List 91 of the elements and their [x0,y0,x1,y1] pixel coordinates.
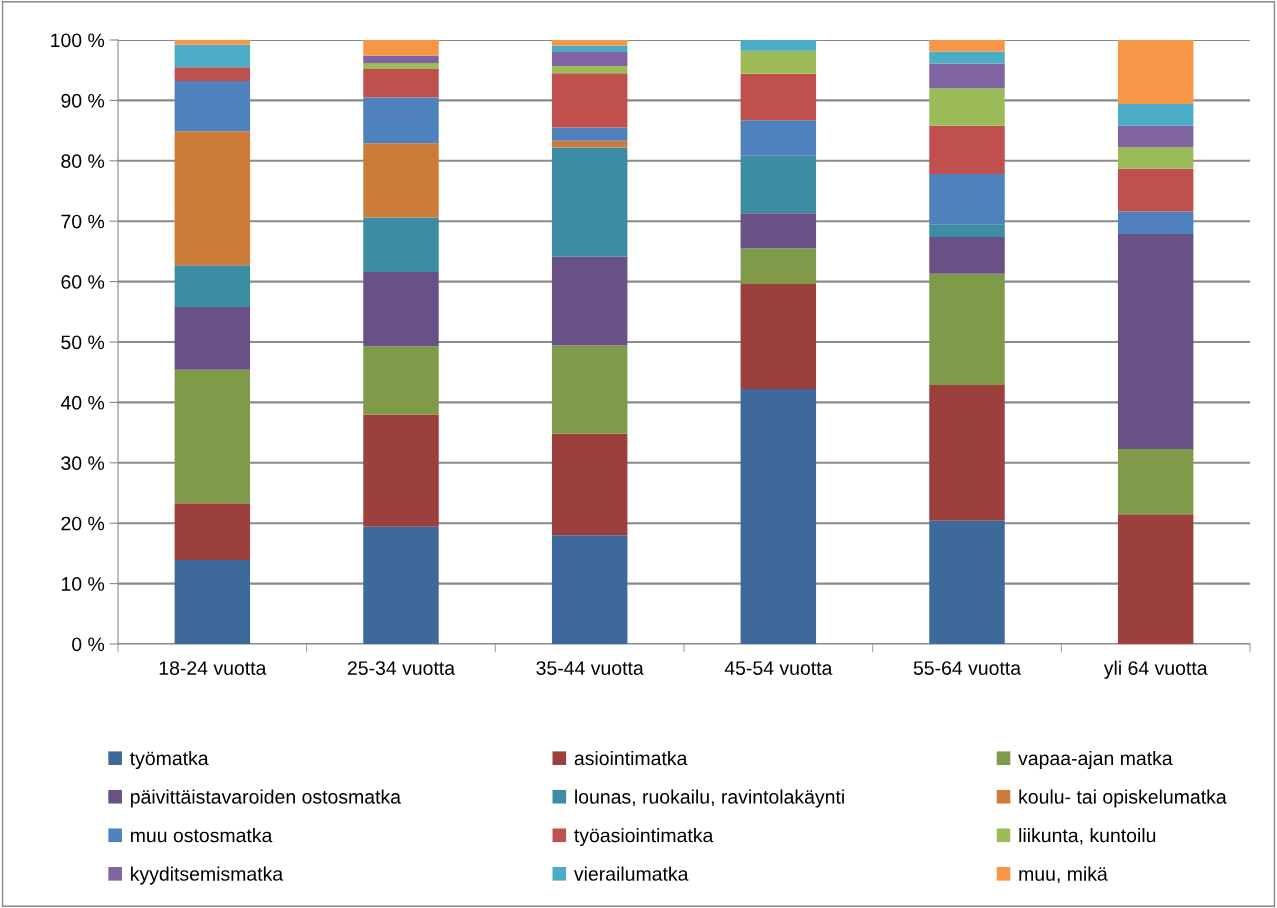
bar [551,65,628,74]
bar [363,55,439,63]
y-tick-label: 0 % [72,637,105,652]
bar [174,40,251,45]
bar [740,50,817,74]
bar [1117,125,1194,147]
bar [363,97,439,144]
x-tick-label: 18-24 vuotta [159,661,267,675]
bar [740,213,817,249]
bar [174,81,251,132]
bar [929,236,1005,274]
bar [1117,104,1194,126]
y-tick-label: 90 % [61,93,105,108]
bar [174,369,251,504]
bar [1117,168,1194,212]
bar [551,256,628,346]
bar [363,217,439,272]
bar [363,526,439,644]
x-tick-label: yli 64 vuotta [1103,660,1208,679]
bar [363,143,439,218]
bar [551,40,628,46]
bar [929,273,1005,385]
bar [174,503,251,561]
bar [1117,40,1194,105]
bar [929,88,1005,126]
y-tick-label: 50 % [61,335,105,350]
bar [929,40,1005,52]
bar [174,67,251,82]
bar [740,389,817,644]
bar [1117,233,1194,449]
bar [929,384,1005,521]
bar [551,345,628,434]
bar [740,40,817,51]
legend-label: vierailumatka [573,866,689,881]
bar [929,125,1005,175]
bar [740,248,817,285]
bar [551,127,628,141]
bar [1117,211,1194,234]
y-tick-label: 70 % [61,214,105,229]
legend-label: muu ostosmatka [131,828,273,843]
bar [740,155,817,214]
y-tick-label: 80 % [61,154,105,169]
bar [929,63,1005,89]
bar [363,346,439,415]
bar [551,147,628,257]
bar [174,306,251,370]
legend-label: työmatka [130,750,209,770]
bar [1117,514,1194,644]
x-tick-label: 45-54 vuotta [724,661,833,675]
bar [740,73,817,121]
bar [740,120,817,156]
x-tick-label: 55-64 vuotta [913,661,1022,675]
y-tick-label: 100 % [51,33,105,48]
x-tick-label: 25-34 vuotta [347,661,456,675]
bar [363,414,439,527]
legend-label: päivittäistavaroiden ostosmatka [130,789,401,808]
bar [1117,146,1194,169]
bar [363,40,439,56]
bar [551,73,628,128]
bar [363,62,439,69]
bar [551,535,628,644]
bar [740,284,817,390]
legend-label: kyyditsemismatka [131,866,284,885]
legend-label: muu, mikä [1019,866,1108,884]
legend-label: liikunta, kuntoilu [1019,828,1156,845]
legend-label: asiointimatka [574,750,688,766]
legend-label: koulu- tai opiskelumatka [1019,789,1227,808]
y-tick-label: 20 % [61,516,105,531]
legend-label: lounas, ruokailu, ravintolakäynti [575,789,844,808]
bar [363,271,439,347]
bar [551,433,628,536]
bar [929,520,1005,644]
legend-label: työasiointimatka [574,828,714,847]
bar [551,140,628,148]
y-tick-label: 40 % [60,395,105,410]
bar [174,265,251,307]
bar [174,560,251,644]
bar [174,44,251,68]
y-tick-label: 60 % [61,275,105,289]
bar [929,174,1005,225]
legend-label: vapaa-ajan matka [1018,750,1173,770]
bar [174,131,251,266]
bar [363,68,439,98]
bar [551,45,628,53]
bar [551,52,628,66]
bar [929,224,1005,237]
x-tick-label: 35-44 vuotta [536,661,644,675]
y-tick-label: 10 % [61,577,105,591]
bar [929,51,1005,64]
bar [1117,448,1194,515]
y-tick-label: 30 % [61,456,105,471]
